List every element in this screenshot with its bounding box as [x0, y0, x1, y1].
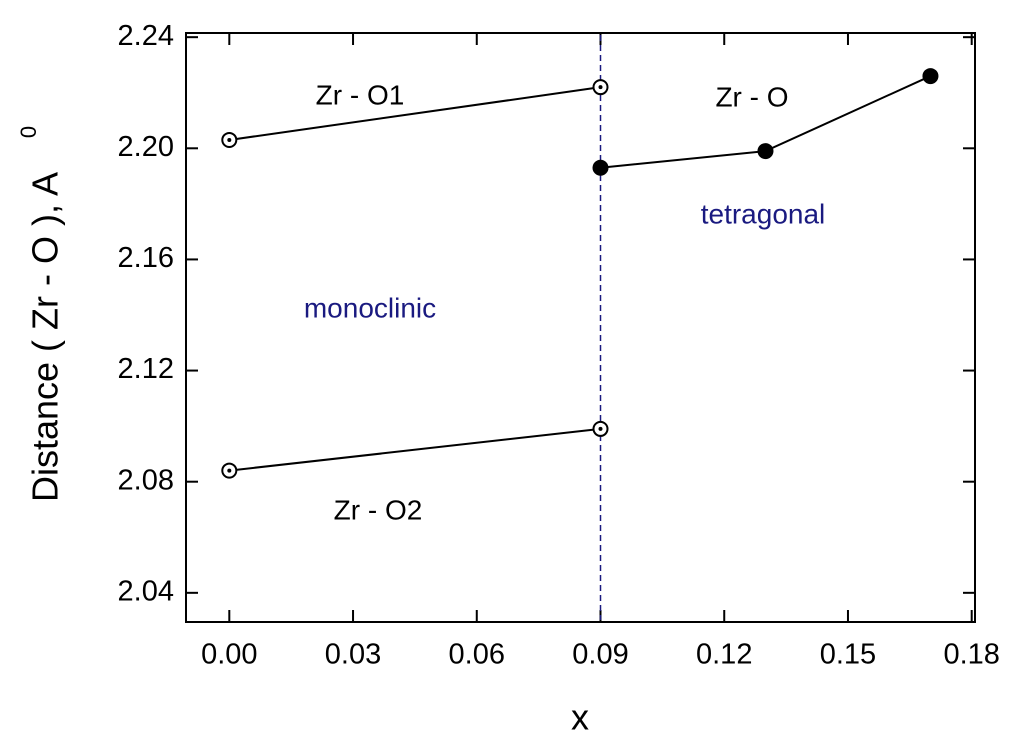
annotation: tetragonal: [701, 198, 826, 229]
y-tick-label: 2.04: [118, 575, 174, 607]
x-tick-label: 0.15: [820, 639, 876, 671]
data-point-dot: [227, 468, 232, 473]
data-point-dot: [598, 426, 603, 431]
x-axis-label: x: [571, 697, 589, 738]
x-tick-label: 0.06: [449, 639, 505, 671]
y-axis-label-group: Distance ( Zr - O ), A 0: [16, 126, 66, 502]
plot-frame: [185, 32, 976, 623]
annotation: monoclinic: [304, 292, 436, 323]
y-tick-label: 2.08: [118, 464, 174, 496]
x-tick-label: 0.03: [325, 639, 381, 671]
data-point: [757, 143, 774, 160]
y-axis-label-superscript: 0: [16, 126, 41, 138]
x-tick-label: 0.12: [696, 639, 752, 671]
series-label: Zr - O2: [334, 494, 423, 525]
y-axis-label: Distance ( Zr - O ), A: [25, 172, 66, 502]
y-tick-label: 2.12: [118, 353, 174, 385]
data-point-dot: [598, 85, 603, 90]
series-label: Zr - O: [715, 81, 788, 112]
y-tick-label: 2.16: [118, 242, 174, 274]
data-point: [922, 68, 939, 85]
series-line: [229, 427, 601, 472]
series-label: Zr - O1: [316, 79, 405, 110]
x-tick-label: 0.09: [572, 639, 628, 671]
x-tick-label: 0.00: [201, 639, 257, 671]
data-point-dot: [227, 137, 232, 142]
x-tick-label: 0.18: [943, 639, 999, 671]
y-tick-label: 2.24: [118, 20, 174, 52]
series-line: [229, 86, 601, 141]
data-point: [592, 159, 609, 176]
y-tick-label: 2.20: [118, 131, 174, 163]
